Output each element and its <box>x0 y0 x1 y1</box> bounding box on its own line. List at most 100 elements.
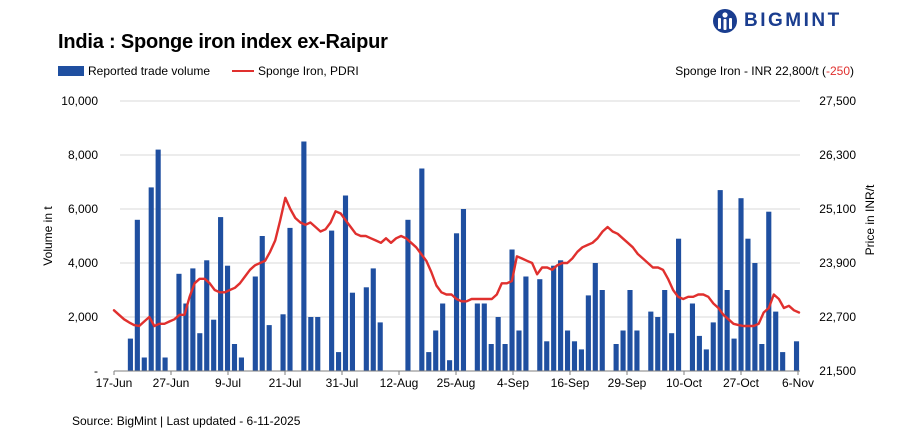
volume-bar <box>148 187 154 371</box>
volume-bar <box>433 330 439 371</box>
y-right-tick-label: 27,500 <box>819 94 856 108</box>
volume-bar <box>447 360 453 371</box>
volume-bar <box>231 344 238 371</box>
legend-item-price: Sponge Iron, PDRI <box>232 64 359 78</box>
volume-bar <box>558 260 564 371</box>
volume-bar <box>315 317 321 371</box>
x-tick-label: 25-Aug <box>437 376 476 390</box>
volume-bar <box>648 311 654 371</box>
volume-bar <box>495 317 501 371</box>
volume-bar <box>488 344 494 371</box>
volume-bar <box>252 276 258 371</box>
volume-bar <box>731 338 737 371</box>
volume-bar <box>571 341 578 371</box>
volume-bar <box>620 330 626 371</box>
volume-bar <box>481 303 487 371</box>
y-left-tick-label: 8,000 <box>68 148 98 162</box>
volume-bar <box>460 209 467 371</box>
volume-bar <box>717 190 723 371</box>
y-left-tick-label: 10,000 <box>61 94 98 108</box>
legend-bar-swatch <box>58 66 84 76</box>
x-tick-label: 9-Jul <box>215 376 241 390</box>
volume-bar <box>724 290 730 371</box>
volume-bar <box>218 217 224 371</box>
volume-bar <box>329 230 335 371</box>
volume-bar <box>453 233 460 371</box>
price-change: -250 <box>825 64 850 78</box>
volume-bar <box>773 311 779 371</box>
volume-bar <box>349 292 356 371</box>
y-left-axis-title: Volume in t <box>41 206 55 266</box>
volume-bar <box>509 249 515 371</box>
volume-bar <box>780 352 786 371</box>
volume-bar <box>183 303 189 371</box>
volume-bar <box>523 276 529 371</box>
x-tick-label: 6-Nov <box>782 376 814 390</box>
volume-bar <box>266 325 272 371</box>
volume-bar <box>689 303 696 371</box>
volume-bar <box>155 149 161 371</box>
volume-bar <box>176 273 182 371</box>
price-line-group <box>112 196 801 328</box>
volume-bar <box>592 263 598 371</box>
volume-bar <box>544 341 550 371</box>
volume-bar <box>738 198 744 371</box>
x-tick-label: 4-Sep <box>497 376 529 390</box>
volume-bar <box>516 330 522 371</box>
bigmint-logo-icon <box>713 9 737 33</box>
volume-bar <box>551 265 557 371</box>
x-tick-label: 10-Oct <box>666 376 703 390</box>
legend-line-swatch <box>232 70 254 72</box>
volume-bars <box>127 141 800 371</box>
x-tick-label: 31-Jul <box>326 376 359 390</box>
volume-bar <box>599 290 605 371</box>
y-left-tick-label: 2,000 <box>68 310 98 324</box>
volume-bar <box>634 330 640 371</box>
y-right-axis-title: Price in INR/t <box>863 184 877 255</box>
volume-bar <box>474 303 480 371</box>
volume-bar <box>342 195 349 371</box>
price-note: Sponge Iron - INR 22,800/t (-250) <box>675 64 854 78</box>
axes: - 21,500 2,000 22,700 4,000 23,900 6,000 25,100… <box>41 94 877 390</box>
x-tick-label: 21-Jul <box>269 376 302 390</box>
volume-bar <box>752 263 758 371</box>
x-tick-label: 16-Sep <box>551 376 590 390</box>
volume-bar <box>703 349 709 371</box>
x-tick-label: 29-Sep <box>608 376 647 390</box>
legend-item-volume: Reported trade volume <box>58 64 210 78</box>
source-note: Source: BigMint | Last updated - 6-11-20… <box>72 414 301 428</box>
volume-bar <box>766 211 772 371</box>
grid-lines <box>120 100 800 318</box>
volume-bar <box>759 344 765 371</box>
price-note-prefix: Sponge Iron - INR 22,800/t ( <box>675 64 826 78</box>
volume-bar <box>377 322 383 371</box>
volume-bar <box>662 290 668 371</box>
x-tick-label: 12-Aug <box>380 376 419 390</box>
legend-bar-label: Reported trade volume <box>88 64 211 78</box>
y-right-tick-label: 26,300 <box>819 148 856 162</box>
chart-title: India : Sponge iron index ex-Raipur <box>58 31 388 53</box>
volume-bar <box>238 357 244 371</box>
volume-bar <box>190 268 196 371</box>
volume-bar <box>211 319 217 371</box>
volume-bar <box>627 290 633 371</box>
x-tick-label: 27-Oct <box>723 376 760 390</box>
legend-line-label: Sponge Iron, PDRI <box>258 64 359 78</box>
volume-bar <box>259 236 265 371</box>
volume-bar <box>204 260 210 371</box>
volume-bar <box>696 335 702 371</box>
brand-logo: BIGMINT <box>712 6 842 36</box>
volume-bar <box>745 238 751 371</box>
volume-bar <box>502 344 508 371</box>
volume-bar <box>585 295 591 371</box>
y-right-tick-label: 21,500 <box>819 364 856 378</box>
y-left-tick-label: 6,000 <box>68 202 98 216</box>
x-tick-label: 17-Jun <box>96 376 133 390</box>
volume-bar <box>669 333 675 371</box>
brand-name: BIGMINT <box>744 10 842 31</box>
price-line <box>112 196 801 328</box>
y-right-tick-label: 25,100 <box>819 202 856 216</box>
volume-bar <box>613 344 619 371</box>
volume-bar <box>301 141 307 371</box>
